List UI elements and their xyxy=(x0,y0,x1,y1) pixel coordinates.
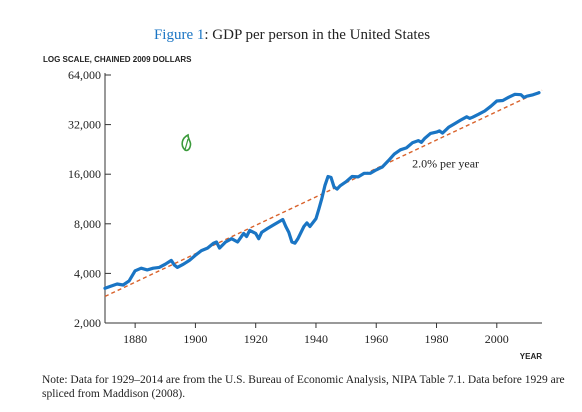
x-tick-label: 1940 xyxy=(304,332,328,346)
gdp-chart: Figure 1: GDP per person in the United S… xyxy=(43,27,543,361)
leaf-icon xyxy=(181,133,192,152)
y-tick-label: 64,000 xyxy=(68,68,101,82)
title-text: GDP per person in the United States xyxy=(212,27,430,43)
chart-title: Figure 1: GDP per person in the United S… xyxy=(154,27,430,43)
y-axis-label: LOG SCALE, CHAINED 2009 DOLLARS xyxy=(43,55,192,64)
x-tick-label: 1960 xyxy=(364,332,388,346)
x-tick-label: 1980 xyxy=(425,332,449,346)
y-tick-label: 2,000 xyxy=(74,316,101,330)
y-tick-label: 4,000 xyxy=(74,266,101,280)
x-tick-label: 2000 xyxy=(485,332,509,346)
gdp-series-group xyxy=(103,91,541,290)
y-tick-label: 8,000 xyxy=(74,217,101,231)
figure-note: Note: Data for 1929–2014 are from the U.… xyxy=(42,374,565,400)
trend-annotation: 2.0% per year xyxy=(412,156,479,170)
x-tick-label: 1900 xyxy=(183,332,207,346)
title-separator: : xyxy=(204,27,212,43)
y-tick-label: 32,000 xyxy=(68,118,101,132)
x-tick-label: 1920 xyxy=(244,332,268,346)
title-prefix: Figure 1 xyxy=(154,27,204,43)
x-axis-label: YEAR xyxy=(520,352,542,361)
gdp-series-line xyxy=(103,91,541,290)
y-tick-label: 16,000 xyxy=(68,167,101,181)
x-tick-label: 1880 xyxy=(123,332,147,346)
x-axis: 1880 1900 1920 1940 1960 1980 2000 xyxy=(105,322,542,346)
y-axis: 2,000 4,000 8,000 16,000 32,000 64,000 xyxy=(68,68,111,330)
